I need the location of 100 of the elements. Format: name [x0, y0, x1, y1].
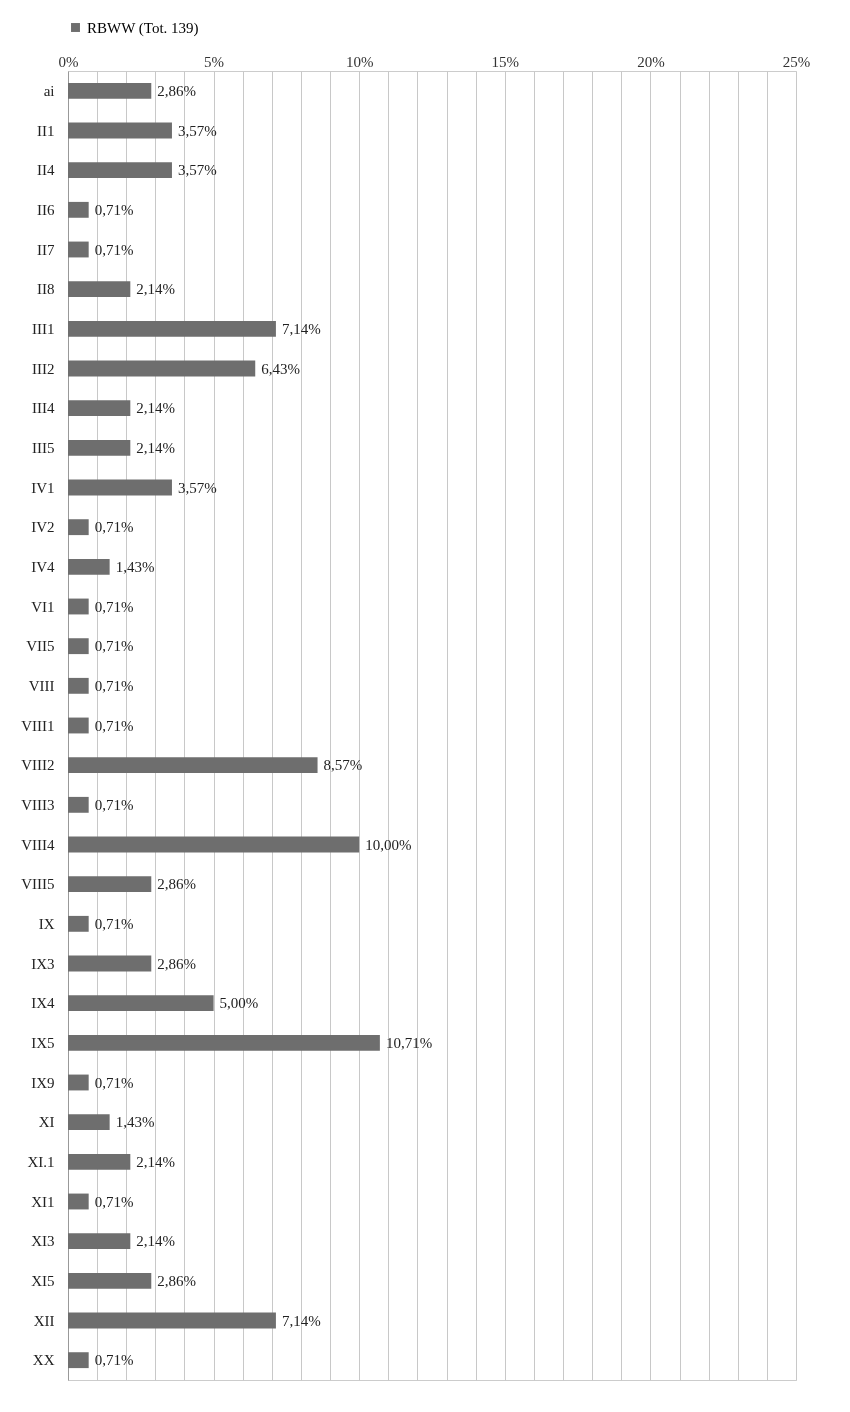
data-label: 5,00% — [219, 995, 259, 1012]
bar — [68, 1034, 380, 1051]
bar — [68, 1153, 131, 1170]
y-tick-label: IV1 — [31, 479, 55, 496]
y-tick-label: III4 — [32, 400, 55, 417]
y-tick-label: XI1 — [31, 1193, 55, 1210]
bar — [68, 162, 172, 179]
bar — [68, 598, 89, 615]
data-label: 7,14% — [281, 1312, 321, 1329]
data-label: 0,71% — [94, 201, 134, 218]
y-tick-label: VIII2 — [21, 757, 55, 774]
y-tick-label: IV4 — [31, 558, 55, 575]
bar — [68, 677, 89, 694]
data-label: 2,86% — [157, 1272, 197, 1289]
y-tick-label: XI3 — [31, 1233, 55, 1250]
bar — [68, 717, 89, 734]
y-tick-label: VIII3 — [21, 796, 55, 813]
data-label: 2,14% — [136, 1153, 176, 1170]
x-tick-label: 25% — [782, 53, 811, 70]
data-label: 10,71% — [385, 1034, 433, 1051]
y-tick-label: XI5 — [31, 1272, 55, 1289]
y-tick-label: IX5 — [31, 1034, 55, 1051]
data-label: 6,43% — [261, 360, 300, 377]
data-label: 0,71% — [94, 519, 134, 536]
bar — [68, 1074, 89, 1091]
data-label: 10,00% — [365, 836, 412, 853]
y-tick-label: II1 — [37, 122, 55, 139]
data-label: 2,14% — [136, 281, 176, 298]
bar — [68, 360, 256, 377]
y-tick-label: XII — [33, 1312, 55, 1329]
bar — [68, 479, 172, 496]
y-tick-label: II7 — [37, 241, 55, 258]
y-tick-label: II4 — [37, 162, 55, 179]
x-tick-label: 0% — [58, 53, 79, 70]
legend-label: RBWW (Tot. 139) — [87, 19, 199, 37]
y-tick-label: XI — [38, 1114, 55, 1131]
data-label: 2,14% — [136, 400, 176, 417]
bar — [68, 1312, 276, 1329]
data-label: 3,57% — [177, 122, 217, 139]
data-label: 0,71% — [94, 1074, 134, 1091]
bar — [68, 82, 152, 99]
bar — [68, 955, 152, 972]
bar — [68, 757, 318, 774]
data-label: 0,71% — [94, 915, 134, 932]
data-label: 0,71% — [94, 1352, 134, 1369]
data-label: 7,14% — [281, 320, 321, 337]
data-label: 2,86% — [157, 955, 197, 972]
bar — [68, 836, 360, 853]
bar — [68, 915, 89, 932]
x-tick-label: 10% — [345, 53, 374, 70]
y-tick-label: VII5 — [26, 638, 55, 655]
bar — [68, 558, 110, 575]
data-label: 0,71% — [94, 241, 134, 258]
bar — [68, 1352, 89, 1369]
y-tick-label: VIII4 — [21, 836, 55, 853]
x-tick-label: 5% — [204, 53, 225, 70]
y-tick-label: III2 — [32, 360, 55, 377]
y-tick-label: III5 — [32, 439, 55, 456]
bar — [68, 122, 172, 139]
data-label: 2,14% — [136, 1233, 176, 1250]
y-tick-label: IX4 — [31, 995, 55, 1012]
bar — [68, 1233, 131, 1250]
bar — [68, 1193, 89, 1210]
y-tick-label: VIII5 — [21, 876, 55, 893]
data-label: 3,57% — [177, 162, 217, 179]
bar — [68, 519, 89, 536]
bar — [68, 876, 152, 893]
y-tick-label: IX9 — [31, 1074, 55, 1091]
y-tick-label: II8 — [37, 281, 55, 298]
y-tick-label: IV2 — [31, 519, 55, 536]
data-label: 3,57% — [177, 479, 217, 496]
y-tick-label: XI.1 — [27, 1153, 55, 1170]
data-label: 2,86% — [157, 82, 197, 99]
bar — [68, 400, 131, 417]
y-tick-label: IX — [38, 915, 55, 932]
data-label: 2,86% — [157, 876, 197, 893]
bar — [68, 201, 89, 218]
y-tick-label: III1 — [32, 320, 55, 337]
y-tick-label: IX3 — [31, 955, 55, 972]
y-tick-label: VI1 — [31, 598, 55, 615]
data-label: 0,71% — [94, 1193, 134, 1210]
data-label: 0,71% — [94, 677, 134, 694]
y-tick-label: ai — [43, 82, 55, 99]
bar — [68, 796, 89, 813]
y-tick-label: VIII1 — [21, 717, 55, 734]
bar — [68, 1114, 110, 1131]
data-label: 2,14% — [136, 439, 176, 456]
data-label: 1,43% — [115, 558, 155, 575]
bar — [68, 241, 89, 258]
bar — [68, 439, 131, 456]
data-label: 8,57% — [323, 757, 363, 774]
x-tick-label: 15% — [491, 53, 520, 70]
data-label: 0,71% — [94, 796, 134, 813]
y-tick-label: XX — [32, 1352, 55, 1369]
data-label: 0,71% — [94, 598, 134, 615]
x-tick-label: 20% — [637, 53, 665, 70]
data-label: 1,43% — [115, 1114, 155, 1131]
bar — [68, 320, 276, 337]
bar — [68, 638, 89, 655]
y-tick-label: II6 — [37, 201, 55, 218]
